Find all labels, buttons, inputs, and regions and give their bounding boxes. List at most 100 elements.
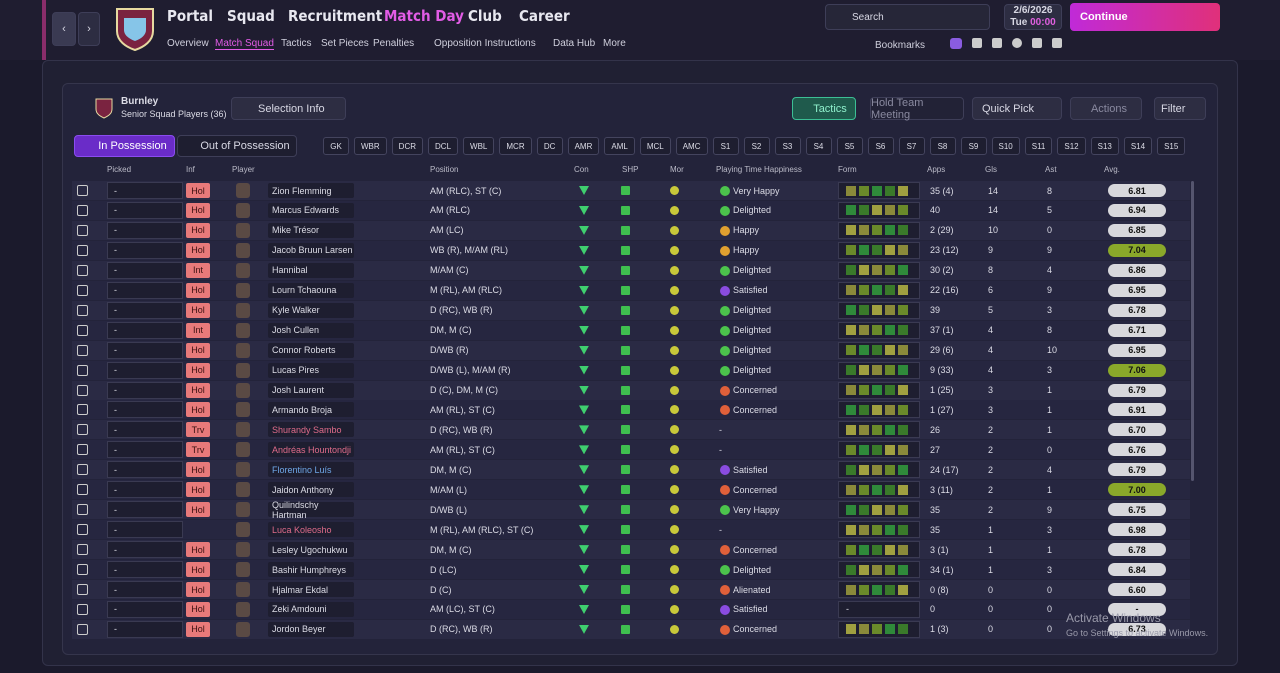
position-tab[interactable]: MCR (499, 137, 532, 155)
tab-out-of-possession[interactable]: Out of Possession (177, 135, 297, 157)
picked-dropdown[interactable]: - (107, 561, 183, 579)
position-tab[interactable]: S9 (960, 137, 987, 155)
search-box[interactable]: Search (825, 4, 990, 30)
subnav-item[interactable]: Set Pieces (321, 38, 369, 49)
player-name[interactable]: Luca Koleosho (268, 522, 354, 538)
player-name[interactable]: Quilindschy Hartman (268, 500, 354, 520)
position-tab[interactable]: WBR (354, 137, 387, 155)
position-tab[interactable]: AML (604, 137, 635, 155)
player-name[interactable]: Josh Cullen (268, 322, 354, 338)
checkbox[interactable] (77, 304, 88, 316)
checkbox[interactable] (77, 185, 88, 196)
subnav-item[interactable]: More (603, 38, 626, 49)
player-name[interactable]: Lucas Pires (268, 362, 354, 378)
position-tab[interactable]: MCL (639, 137, 671, 155)
continue-button[interactable]: Continue (1070, 3, 1220, 31)
checkbox[interactable] (77, 344, 88, 356)
column-header[interactable]: Apps (927, 165, 946, 174)
column-header[interactable]: Gls (985, 165, 997, 174)
picked-dropdown[interactable]: - (107, 581, 183, 598)
player-name[interactable]: Lesley Ugochukwu (268, 542, 354, 558)
date-box[interactable]: 2/6/2026 Tue 00:00 (1004, 4, 1062, 30)
nav-item[interactable]: Portal (167, 7, 213, 25)
picked-dropdown[interactable]: - (107, 600, 183, 618)
filter[interactable]: Filter (1154, 97, 1206, 120)
position-tab[interactable]: DCL (428, 137, 459, 155)
position-tab[interactable]: S13 (1090, 137, 1119, 155)
picked-dropdown[interactable]: - (107, 501, 183, 519)
position-tab[interactable]: S5 (836, 137, 863, 155)
picked-dropdown[interactable]: - (107, 481, 183, 499)
position-tab[interactable]: AMR (567, 137, 600, 155)
column-header[interactable]: Mor (670, 165, 684, 174)
checkbox[interactable] (77, 544, 88, 556)
checkbox[interactable] (77, 264, 88, 276)
picked-dropdown[interactable]: - (107, 521, 183, 539)
column-header[interactable]: Con (574, 165, 589, 174)
player-name[interactable]: Hannibal (268, 262, 354, 278)
position-tab[interactable]: GK (323, 137, 349, 155)
checkbox[interactable] (77, 404, 88, 416)
tab-in-possession[interactable]: In Possession (74, 135, 175, 157)
picked-dropdown[interactable]: - (107, 201, 183, 219)
subnav-item[interactable]: Opposition Instructions (434, 38, 536, 49)
back-button[interactable]: ‹ (52, 12, 76, 46)
subnav-item[interactable]: Match Squad (215, 38, 274, 50)
position-tab[interactable]: S10 (991, 137, 1020, 155)
picked-dropdown[interactable]: - (107, 361, 183, 379)
position-tab[interactable]: S7 (898, 137, 925, 155)
nav-item[interactable]: Career (519, 7, 570, 25)
nav-item[interactable]: Club (468, 7, 502, 25)
player-name[interactable]: Marcus Edwards (268, 202, 354, 218)
position-tab[interactable]: S14 (1123, 137, 1153, 155)
checkbox[interactable] (77, 623, 88, 635)
forward-button[interactable]: › (78, 12, 100, 46)
position-tab[interactable]: S2 (743, 137, 770, 155)
picked-dropdown[interactable]: - (107, 241, 183, 259)
nav-item[interactable]: Squad (227, 7, 275, 25)
picked-dropdown[interactable]: - (107, 341, 183, 359)
player-name[interactable]: Zeki Amdouni (268, 601, 354, 617)
column-header[interactable]: Playing Time Happiness (716, 165, 802, 174)
checkbox[interactable] (77, 464, 88, 476)
checkbox[interactable] (77, 424, 88, 436)
position-tab[interactable]: S11 (1024, 137, 1053, 155)
checkbox[interactable] (77, 504, 88, 516)
picked-dropdown[interactable]: - (107, 381, 183, 399)
player-name[interactable]: Jacob Bruun Larsen (268, 242, 354, 258)
picked-dropdown[interactable]: - (107, 281, 183, 299)
subnav-item[interactable]: Penalties (373, 38, 415, 49)
position-tab[interactable]: DCR (391, 137, 424, 155)
position-tab[interactable]: DC (536, 137, 563, 155)
picked-dropdown[interactable]: - (107, 620, 183, 638)
player-name[interactable]: Kyle Walker (268, 302, 354, 318)
position-tab[interactable]: S3 (774, 137, 801, 155)
column-header[interactable]: Player (232, 165, 255, 174)
player-name[interactable]: Josh Laurent (268, 382, 354, 398)
position-tab[interactable]: WBL (463, 137, 495, 155)
player-name[interactable]: Jordon Beyer (268, 621, 354, 637)
player-name[interactable]: Armando Broja (268, 402, 354, 418)
checkbox[interactable] (77, 204, 88, 216)
position-tab[interactable]: AMC (675, 137, 708, 155)
picked-dropdown[interactable]: - (107, 182, 183, 199)
selection-info[interactable]: Selection Info (231, 97, 346, 120)
checkbox[interactable] (77, 484, 88, 496)
checkbox[interactable] (77, 324, 88, 336)
checkbox[interactable] (77, 444, 88, 456)
column-header[interactable]: Avg. (1104, 165, 1120, 174)
player-name[interactable]: Florentino Luís (268, 462, 354, 478)
column-header[interactable]: Form (838, 165, 857, 174)
checkbox[interactable] (77, 384, 88, 396)
player-name[interactable]: Connor Roberts (268, 342, 354, 358)
tactics-button[interactable]: Tactics (792, 97, 856, 120)
checkbox[interactable] (77, 603, 88, 615)
subnav-item[interactable]: Data Hub (553, 38, 596, 49)
nav-item[interactable]: Recruitment (288, 7, 383, 25)
player-name[interactable]: Shurandy Sambo (268, 422, 354, 438)
position-tab[interactable]: S6 (867, 137, 894, 155)
picked-dropdown[interactable]: - (107, 261, 183, 279)
checkbox[interactable] (77, 564, 88, 576)
picked-dropdown[interactable]: - (107, 421, 183, 439)
checkbox[interactable] (77, 524, 88, 536)
